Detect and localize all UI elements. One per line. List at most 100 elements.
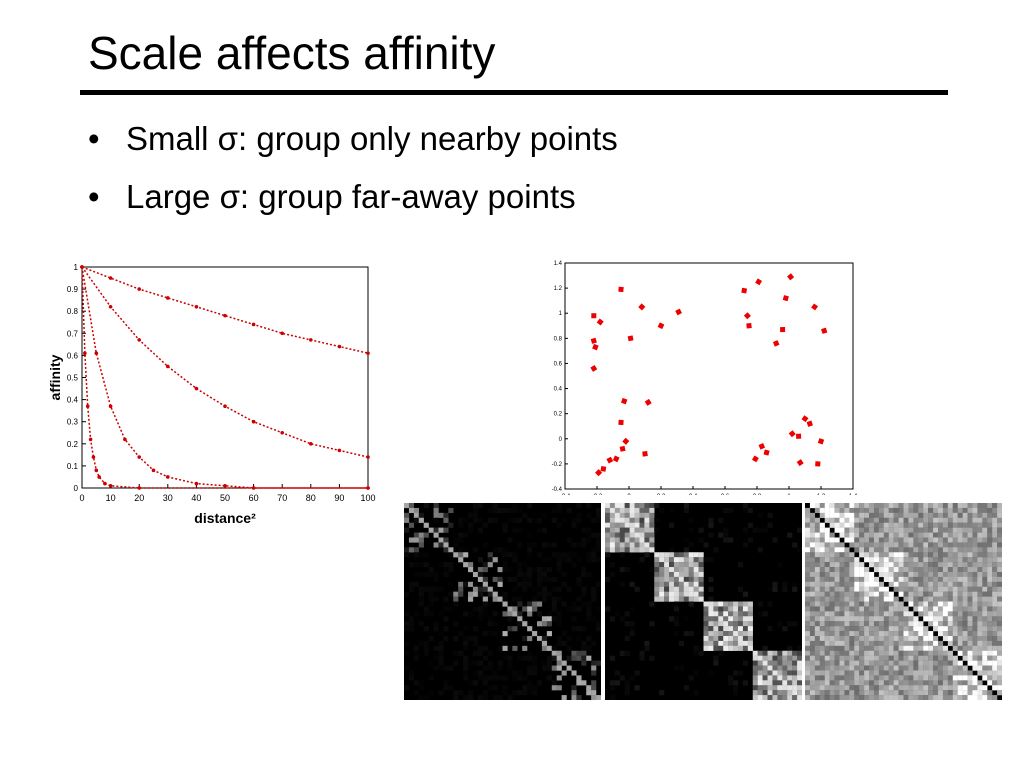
x-tick-label: 0.2 <box>657 494 666 495</box>
matrix-cell <box>987 517 993 523</box>
matrix-cell <box>898 552 904 558</box>
matrix-cell <box>527 503 533 509</box>
matrix-cell <box>903 626 909 632</box>
matrix-cell <box>854 690 860 696</box>
matrix-cell <box>418 680 424 686</box>
matrix-cell <box>762 695 768 700</box>
matrix-cell <box>977 576 983 583</box>
matrix-cell <box>982 690 988 696</box>
matrix-cell <box>869 626 875 632</box>
matrix-cell <box>512 557 518 563</box>
matrix-cell <box>814 527 820 533</box>
matrix-cell <box>767 680 773 686</box>
matrix-cell <box>453 621 459 627</box>
matrix-cell <box>849 571 855 578</box>
matrix-cell <box>819 631 825 637</box>
matrix-cell <box>413 581 419 587</box>
matrix-cell <box>913 635 919 642</box>
matrix-cell <box>571 522 577 528</box>
matrix-cell <box>453 635 459 642</box>
matrix-cell <box>937 606 944 612</box>
matrix-cell <box>987 611 993 617</box>
matrix-cell <box>512 670 518 676</box>
matrix-cell <box>987 591 993 597</box>
matrix-cell <box>923 685 929 691</box>
matrix-cell <box>639 650 645 656</box>
matrix-cell <box>967 562 973 568</box>
matrix-cell <box>443 680 449 686</box>
matrix-cell <box>829 586 835 592</box>
series-2-point <box>137 455 141 459</box>
matrix-cell <box>664 567 670 573</box>
matrix-cell <box>819 616 825 622</box>
matrix-cell <box>624 537 630 543</box>
matrix-cell <box>527 606 533 612</box>
matrix-cell <box>972 532 978 538</box>
matrix-cell <box>864 690 870 696</box>
matrix-cell <box>992 562 998 568</box>
matrix-cell <box>673 567 680 573</box>
matrix-cell <box>527 552 533 558</box>
matrix-cell <box>634 527 640 533</box>
matrix-cell <box>659 596 665 602</box>
matrix-cell <box>967 522 973 528</box>
matrix-cell <box>507 655 513 661</box>
matrix-cell <box>928 596 934 602</box>
matrix-cell <box>849 685 855 691</box>
matrix-cell <box>883 626 889 632</box>
matrix-cell <box>898 670 904 676</box>
matrix-cell <box>903 596 909 602</box>
matrix-cell <box>844 537 850 543</box>
matrix-cell <box>576 517 582 523</box>
matrix-cell <box>404 503 410 509</box>
matrix-cell <box>644 532 650 538</box>
matrix-cell <box>438 690 444 696</box>
matrix-cell <box>869 601 875 607</box>
matrix-cell <box>767 522 773 528</box>
matrix-cell <box>933 567 939 573</box>
matrix-cell <box>824 537 830 543</box>
matrix-cell <box>708 606 714 612</box>
matrix-cell <box>883 517 889 523</box>
matrix-cell <box>829 670 835 676</box>
matrix-cell <box>433 571 439 578</box>
matrix-cell <box>468 581 474 587</box>
matrix-cell <box>458 522 464 528</box>
matrix-cell <box>824 685 830 691</box>
matrix-cell <box>571 690 577 696</box>
matrix-cell <box>678 567 685 573</box>
matrix-cell <box>502 507 508 514</box>
matrix-cell <box>824 631 830 637</box>
matrix-cell <box>918 680 924 686</box>
matrix-cell <box>957 571 963 578</box>
matrix-cell <box>747 611 753 617</box>
matrix-cell <box>757 680 763 686</box>
matrix-cell <box>987 631 993 637</box>
matrix-cell <box>982 567 988 573</box>
y-tick-label: 0.1 <box>67 462 79 471</box>
matrix-cell <box>878 596 885 602</box>
matrix-cell <box>819 690 825 696</box>
matrix-cell <box>972 650 978 656</box>
matrix-cell <box>805 650 811 656</box>
matrix-cell <box>844 616 850 622</box>
matrix-cell <box>809 557 816 563</box>
matrix-cell <box>551 552 557 558</box>
matrix-cell <box>898 611 904 617</box>
matrix-cell <box>952 655 958 661</box>
matrix-cell <box>408 670 415 676</box>
matrix-cell <box>797 645 802 651</box>
matrix-cell <box>873 537 880 543</box>
matrix-cell <box>859 635 865 642</box>
matrix-cell <box>967 537 973 543</box>
matrix-cell <box>952 586 958 592</box>
matrix-cell <box>987 576 993 583</box>
matrix-cell <box>962 685 968 691</box>
matrix-cell <box>923 503 929 509</box>
matrix-cell <box>952 601 958 607</box>
matrix-cell <box>977 542 983 548</box>
matrix-cell <box>869 621 875 627</box>
matrix-cell <box>649 621 655 627</box>
matrix-cell <box>536 517 543 523</box>
matrix-cell <box>517 670 523 676</box>
